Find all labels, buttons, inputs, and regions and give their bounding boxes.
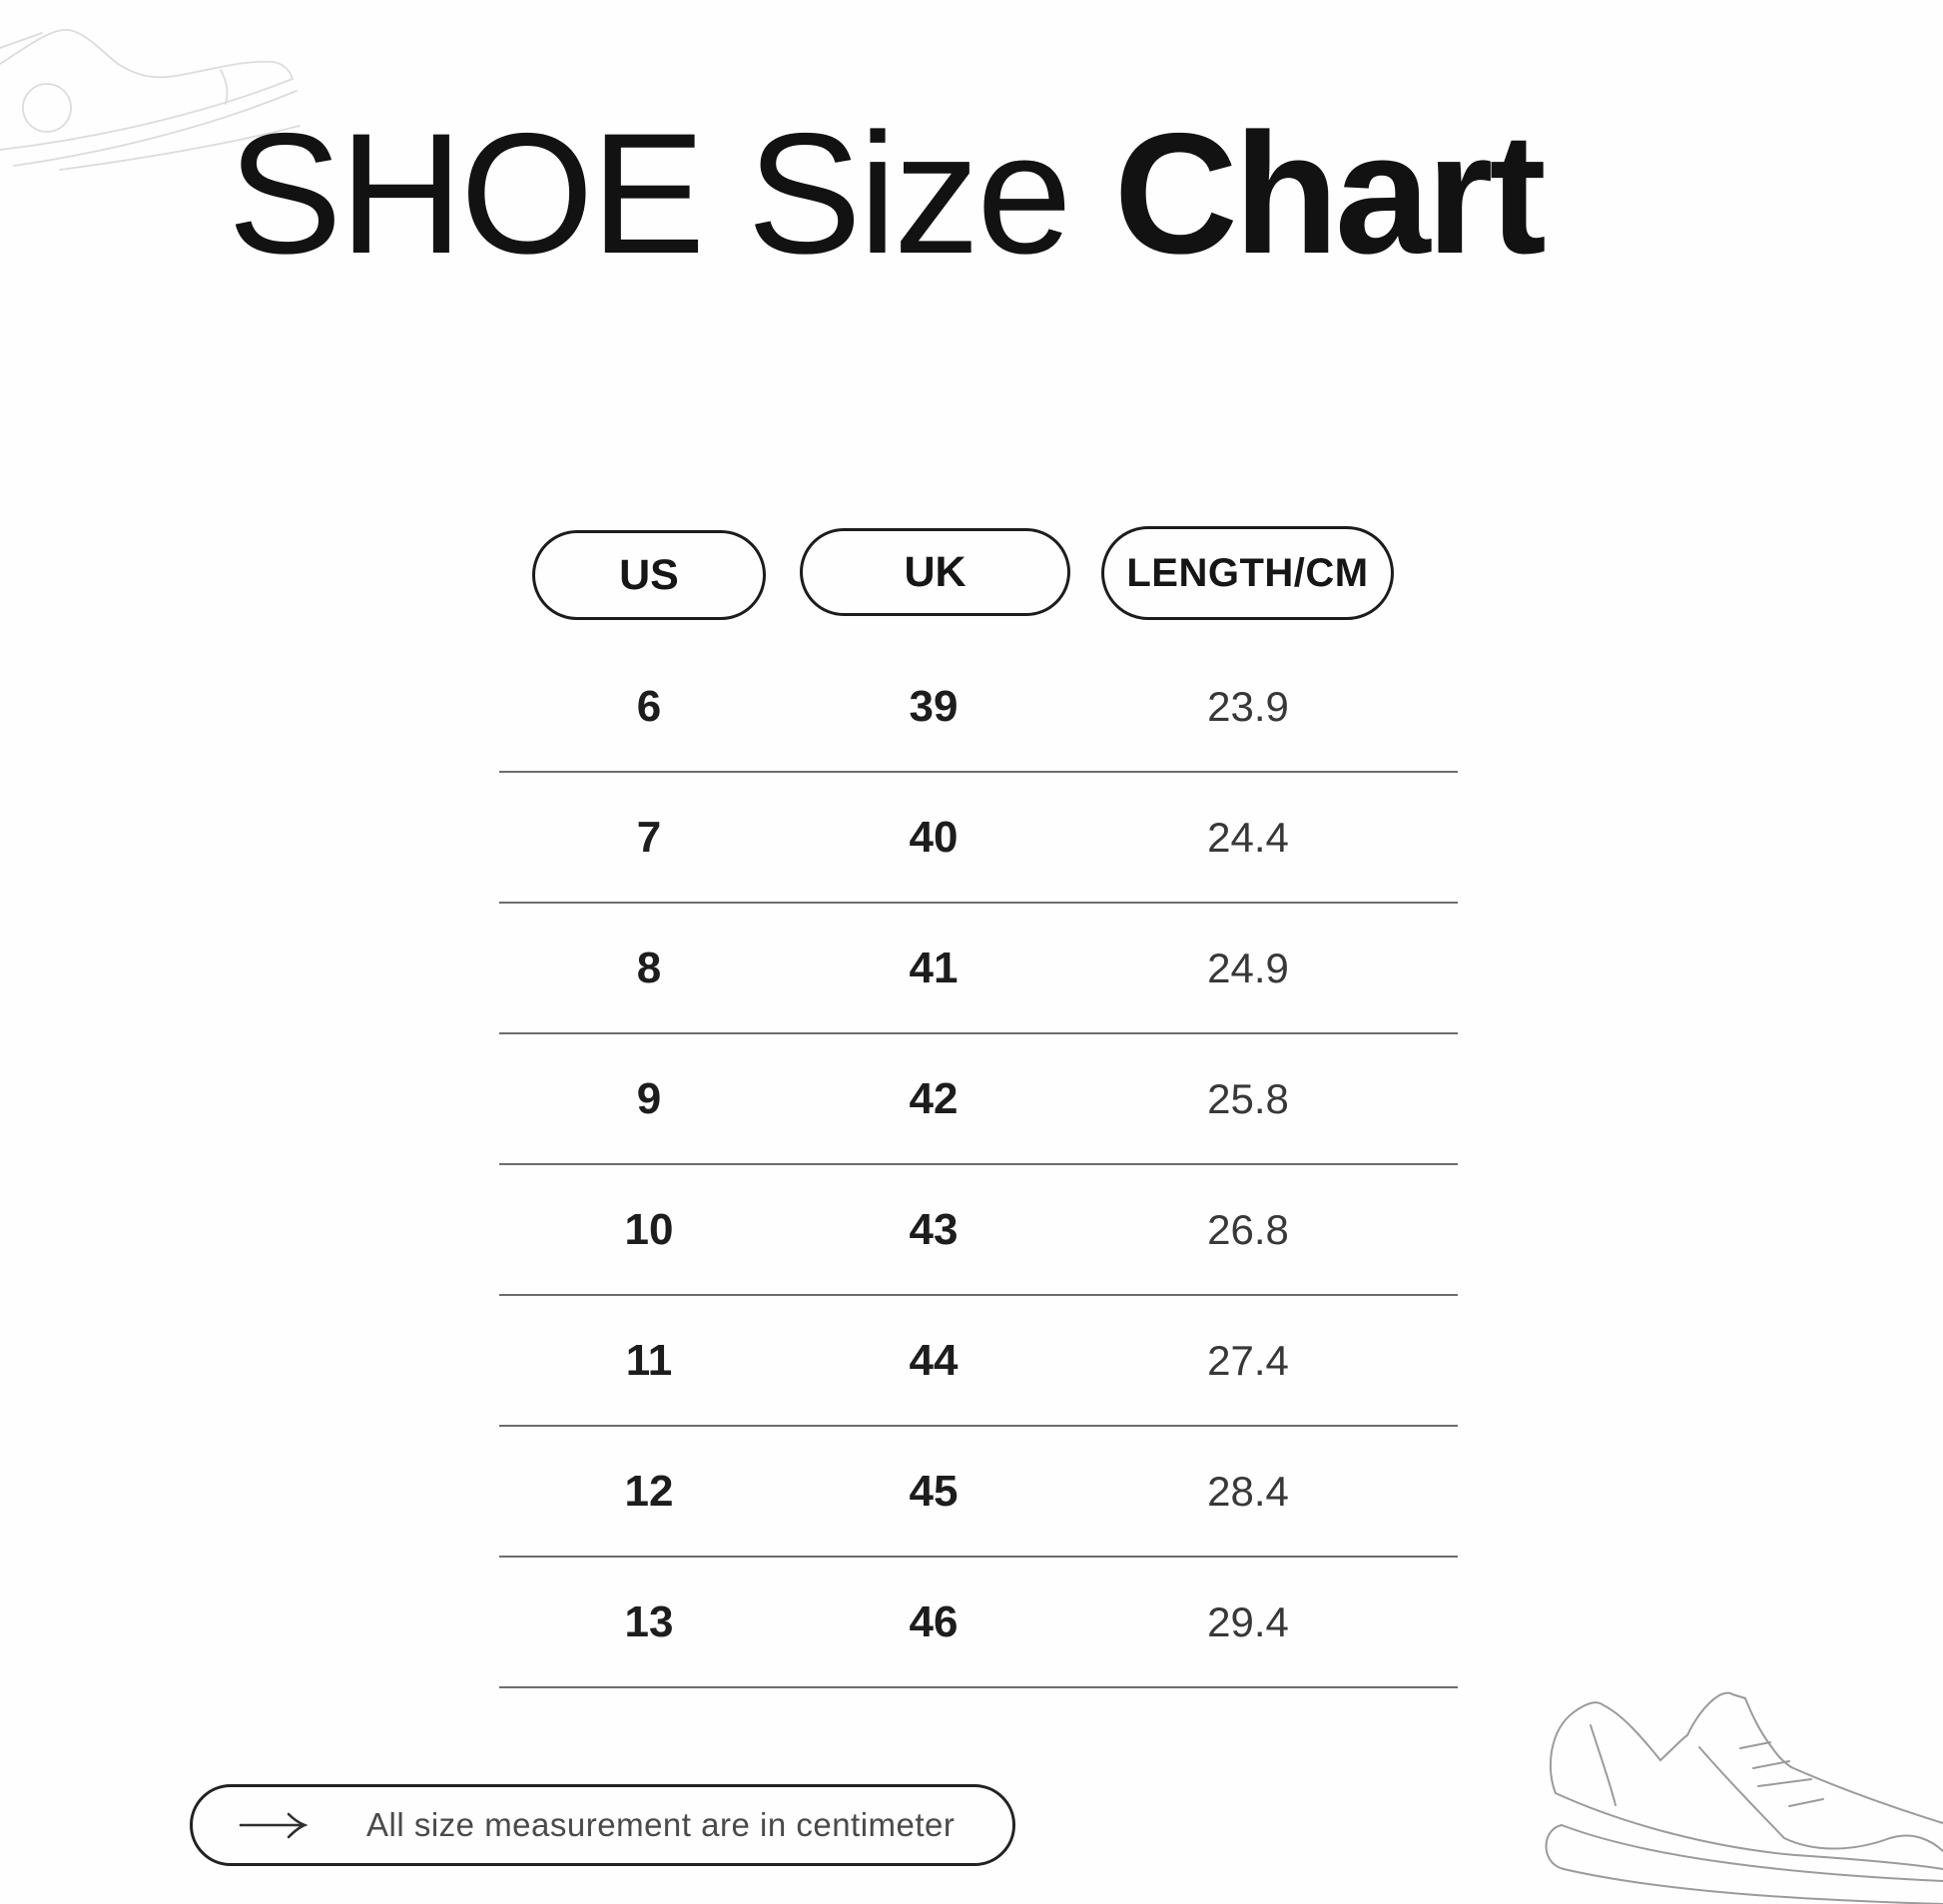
us-size-value: 10: [624, 1204, 674, 1254]
header-pill-length-cm: LENGTH/CM: [1101, 526, 1394, 620]
length-cm-value: 26.8: [1207, 1205, 1289, 1253]
header-label-us: US: [619, 550, 679, 599]
length-cm-value: 27.4: [1207, 1336, 1289, 1384]
header-label-length-cm: LENGTH/CM: [1126, 550, 1369, 595]
us-size-value: 11: [625, 1335, 673, 1385]
sneaker-sketch-bottom-right-icon: [1545, 1691, 1943, 1904]
uk-size-value: 39: [909, 681, 959, 731]
length-cm-value: 24.9: [1207, 944, 1289, 991]
uk-size-value: 42: [909, 1073, 959, 1123]
uk-size-value: 41: [909, 943, 959, 992]
length-cm-value: 25.8: [1207, 1074, 1289, 1122]
measurement-note: All size measurement are in centimeter: [190, 1784, 1015, 1866]
uk-size-value: 45: [909, 1466, 959, 1516]
table-row: 12 45 28.4: [499, 1427, 1458, 1558]
us-size-value: 6: [636, 681, 662, 731]
table-row: 10 43 26.8: [499, 1165, 1458, 1296]
table-row: 8 41 24.9: [499, 904, 1458, 1034]
table-row: 11 44 27.4: [499, 1296, 1458, 1427]
us-size-value: 12: [624, 1466, 674, 1516]
table-row: 9 42 25.8: [499, 1034, 1458, 1165]
length-cm-value: 24.4: [1207, 813, 1289, 861]
page-title: SHOE Size Chart: [228, 108, 1547, 280]
header-pill-uk: UK: [800, 528, 1070, 616]
table-row: 6 39 23.9: [499, 642, 1458, 773]
note-text: All size measurement are in centimeter: [366, 1806, 956, 1843]
length-cm-value: 29.4: [1207, 1597, 1289, 1645]
length-cm-value: 23.9: [1207, 682, 1289, 730]
right-arrow-icon: [239, 1812, 309, 1839]
uk-size-value: 43: [909, 1204, 959, 1254]
us-size-value: 9: [636, 1073, 662, 1123]
us-size-value: 7: [636, 812, 662, 862]
uk-size-value: 46: [909, 1596, 959, 1646]
table-row: 7 40 24.4: [499, 773, 1458, 904]
uk-size-value: 44: [909, 1335, 959, 1385]
uk-size-value: 40: [909, 812, 959, 862]
us-size-value: 13: [624, 1596, 674, 1646]
header-label-uk: UK: [904, 547, 967, 596]
title-regular: SHOE Size: [228, 98, 1114, 290]
title-bold: Chart: [1113, 98, 1547, 290]
header-pill-us: US: [532, 530, 766, 620]
us-size-value: 8: [636, 943, 662, 992]
length-cm-value: 28.4: [1207, 1467, 1289, 1515]
size-chart-table: 6 39 23.9 7 40 24.4 8 41 24.9 9 42 25.8 …: [499, 642, 1458, 1688]
table-row: 13 46 29.4: [499, 1558, 1458, 1688]
